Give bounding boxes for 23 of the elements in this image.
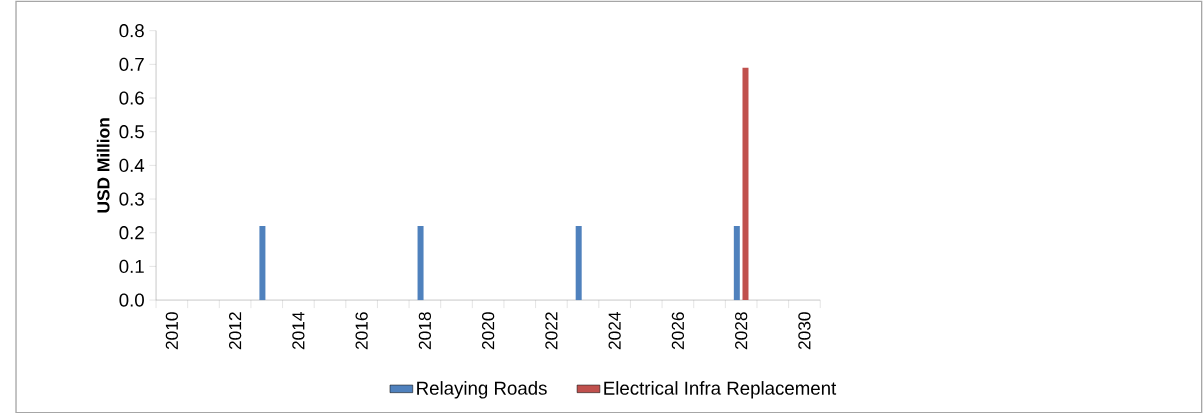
legend-label: Electrical Infra Replacement (604, 380, 837, 399)
y-tick-label: 0.3 (119, 192, 144, 206)
y-tick-label: 0.5 (119, 124, 144, 139)
y-tick-label: 0.2 (119, 225, 144, 240)
x-tick-label: 2018 (418, 312, 432, 349)
x-tick-label: 2010 (165, 311, 178, 349)
x-tick-label: 2016 (355, 312, 368, 349)
y-axis-title: USD Million (96, 118, 110, 213)
y-tick-label: 0.8 (119, 23, 144, 38)
x-tick-label: 2020 (482, 311, 495, 349)
y-tick-label: 0.6 (119, 91, 144, 105)
y-tick-label: 0.7 (119, 57, 144, 71)
y-tick-label: 0.0 (119, 293, 144, 307)
x-tick-label: 2028 (735, 312, 748, 349)
y-tick-label: 0.1 (119, 259, 144, 273)
y-tick-label: 0.4 (119, 158, 145, 172)
x-tick-label: 2030 (798, 311, 811, 349)
x-tick-label: 2012 (228, 312, 242, 349)
x-tick-label: 2022 (545, 312, 558, 349)
x-tick-label: 2026 (671, 312, 685, 349)
x-tick-label: 2014 (292, 311, 305, 349)
legend-label: Relaying Roads (417, 380, 547, 399)
x-tick-label: 2024 (608, 311, 621, 349)
